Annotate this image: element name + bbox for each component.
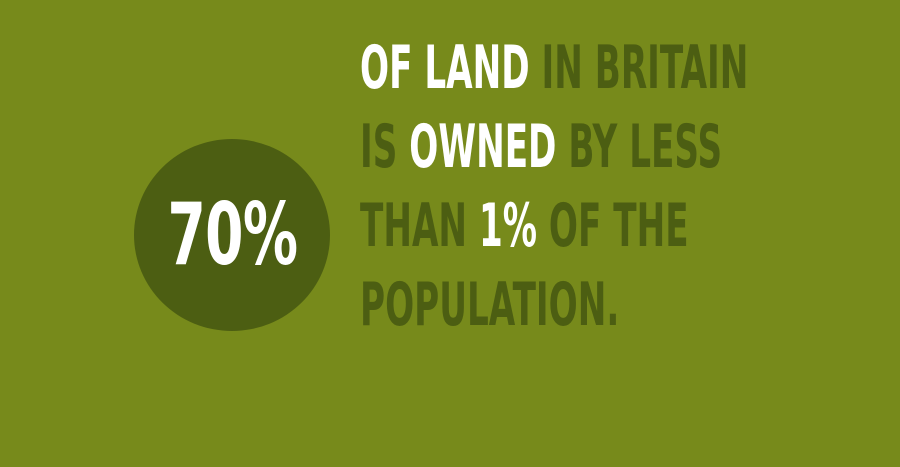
statement-text: IS [360, 112, 410, 182]
stat-circle: 70% [134, 139, 330, 331]
statement: OF LAND IN BRITAIN IS OWNED BY LESS THAN… [360, 38, 840, 335]
statement-highlight: 1% [478, 191, 538, 261]
statement-text: THAN [360, 191, 479, 261]
statement-line-3: THAN 1% OF THE [360, 196, 689, 256]
statement-line-1: OF LAND IN BRITAIN [360, 38, 748, 98]
statement-highlight: OF LAND [360, 33, 530, 103]
statement-text: OF THE [537, 191, 689, 261]
stat-value: 70% [167, 185, 297, 285]
statement-text: POPULATION. [360, 270, 620, 340]
statement-highlight: OWNED [409, 112, 557, 182]
statement-text: BY LESS [556, 112, 723, 182]
statement-line-4: POPULATION. [360, 275, 634, 335]
statement-line-2: IS OWNED BY LESS [360, 117, 722, 177]
statement-text: IN BRITAIN [529, 33, 749, 103]
